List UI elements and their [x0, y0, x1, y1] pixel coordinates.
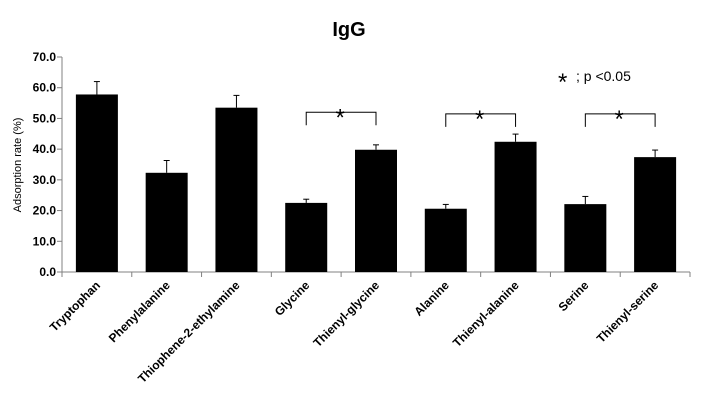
significance-brackets: * * *: [305, 104, 656, 133]
x-tick-label: Serine: [556, 278, 592, 314]
bars: [75, 94, 677, 272]
significance-bracket: [584, 113, 656, 127]
x-tick-marks: [61, 272, 691, 277]
bar-serine: [564, 204, 607, 272]
y-tick-label: 60.0: [33, 81, 57, 95]
bar-phenylalanine: [145, 172, 188, 272]
y-tick-labels: 0.0 10.0 20.0 30.0 40.0 50.0 60.0 70.0: [33, 50, 57, 279]
x-tick-label: Tryptophan: [47, 278, 103, 334]
significance-bracket: [445, 113, 517, 127]
x-tick-label: Phenylalanine: [106, 278, 173, 345]
y-tick-label: 10.0: [33, 234, 57, 248]
legend-text: ; p <0.05: [576, 68, 631, 84]
bar-thiophene-2-ethylamine: [215, 107, 258, 272]
bar-tryptophan: [75, 94, 118, 272]
bar-thienyl-serine: [634, 157, 677, 272]
x-tick-label: Thienyl-serine: [594, 278, 662, 346]
y-tick-marks: [57, 56, 62, 273]
y-tick-label: 40.0: [33, 142, 57, 156]
x-tick-label: Alanine: [411, 278, 452, 319]
bar-glycine: [285, 202, 328, 272]
legend-star-symbol: *: [558, 69, 567, 96]
y-tick-label: 0.0: [39, 265, 56, 279]
error-bars: [93, 81, 659, 209]
x-tick-label: Glycine: [272, 278, 313, 319]
y-tick-label: 50.0: [33, 111, 57, 125]
significance-bracket: [305, 111, 377, 126]
x-tick-labels: Tryptophan PhenylalanineThiophene-2-ethyl…: [47, 278, 662, 386]
significance-star: *: [335, 104, 344, 131]
y-tick-label: 70.0: [33, 50, 57, 64]
bar-alanine: [424, 208, 467, 272]
y-axis-label: Adsorption rate (%): [12, 118, 24, 213]
y-tick-label: 20.0: [33, 204, 57, 218]
y-tick-label: 30.0: [33, 173, 57, 187]
significance-star: *: [615, 106, 624, 133]
significance-star: *: [475, 106, 484, 133]
chart-title: IgG: [332, 19, 365, 41]
x-tick-label: Thienyl-alanine: [450, 278, 522, 350]
bar-thienyl-alanine: [494, 141, 537, 272]
x-tick-label: Thienyl-glycine: [310, 278, 382, 350]
bar-thienyl-glycine: [355, 149, 397, 272]
significance-legend: * ; p <0.05: [558, 68, 631, 96]
